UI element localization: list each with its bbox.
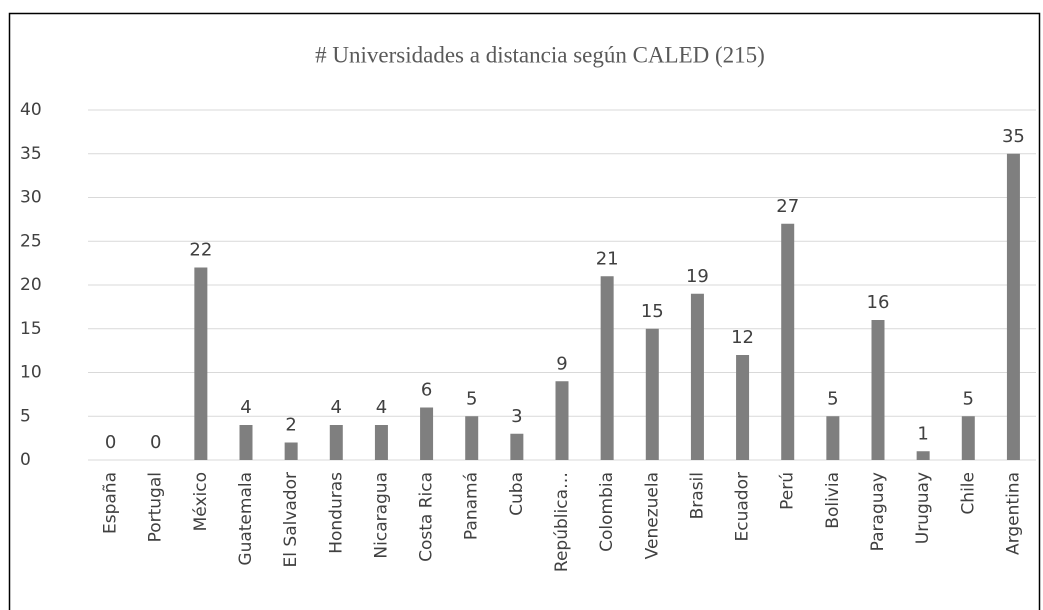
data-label: 4 (376, 397, 387, 418)
y-tick-label: 25 (20, 231, 42, 251)
bar (600, 276, 614, 460)
y-tick-label: 5 (20, 406, 31, 426)
data-label: 9 (556, 353, 567, 374)
data-label: 5 (466, 388, 477, 409)
y-tick-label: 20 (20, 275, 42, 295)
bar (329, 425, 343, 460)
x-tick-label: El Salvador (281, 472, 301, 567)
data-label: 16 (867, 292, 890, 313)
data-label: 5 (963, 388, 974, 409)
bar (871, 320, 885, 460)
y-tick-label: 0 (20, 450, 31, 470)
x-tick-label: Colombia (597, 472, 617, 552)
data-label: 0 (150, 432, 161, 453)
bar (510, 433, 524, 460)
x-tick-label: Panamá (462, 472, 482, 540)
data-label: 2 (285, 415, 296, 436)
bar (194, 267, 208, 460)
bar (284, 442, 298, 460)
x-tick-label: Paraguay (868, 472, 888, 551)
chart-title: # Universidades a distancia según CALED … (315, 42, 765, 67)
data-label: 19 (686, 266, 709, 287)
bar (420, 407, 434, 460)
bar (239, 425, 253, 460)
y-tick-label: 30 (20, 188, 42, 208)
bar (961, 416, 975, 460)
x-tick-label: Nicaragua (371, 472, 391, 559)
bar (781, 223, 795, 460)
x-tick-label: Brasil (687, 472, 707, 519)
bar (826, 416, 840, 460)
data-label: 12 (731, 327, 754, 348)
data-label: 1 (917, 423, 928, 444)
y-tick-label: 15 (20, 319, 42, 339)
x-tick-label: Bolivia (823, 472, 843, 529)
data-label: 22 (189, 240, 212, 261)
bar (736, 355, 750, 460)
x-tick-label: Guatemala (236, 472, 256, 566)
x-tick-label: Honduras (326, 472, 346, 554)
x-tick-label: Portugal (146, 472, 166, 542)
x-tick-label: Cuba (507, 472, 527, 516)
data-label: 0 (105, 432, 116, 453)
x-tick-label: Venezuela (642, 472, 662, 559)
data-label: 4 (240, 397, 251, 418)
chart-frame (8, 12, 1041, 610)
data-label: 35 (1002, 126, 1025, 147)
bar (465, 416, 479, 460)
y-tick-label: 10 (20, 363, 42, 383)
x-tick-label: Costa Rica (417, 472, 437, 562)
data-label: 21 (596, 248, 619, 269)
x-tick-label: México (191, 472, 211, 531)
bar (690, 293, 704, 460)
bar (916, 451, 930, 460)
y-tick-label: 35 (20, 144, 42, 164)
data-label: 5 (827, 388, 838, 409)
bar (1006, 153, 1020, 460)
data-label: 27 (776, 196, 799, 217)
data-label: 6 (421, 380, 432, 401)
x-tick-label: Chile (958, 472, 978, 515)
x-tick-label: Perú (778, 472, 798, 510)
bar (645, 328, 659, 460)
data-label: 3 (511, 406, 522, 427)
y-tick-label: 40 (20, 100, 42, 120)
x-tick-label: Ecuador (733, 472, 753, 541)
data-label: 4 (331, 397, 342, 418)
bar (374, 425, 388, 460)
data-label: 15 (641, 301, 664, 322)
x-tick-label: España (101, 472, 121, 534)
bar (555, 381, 569, 460)
x-tick-label: República… (552, 472, 572, 572)
x-tick-label: Argentina (1003, 472, 1023, 555)
x-tick-label: Uruguay (913, 472, 933, 544)
